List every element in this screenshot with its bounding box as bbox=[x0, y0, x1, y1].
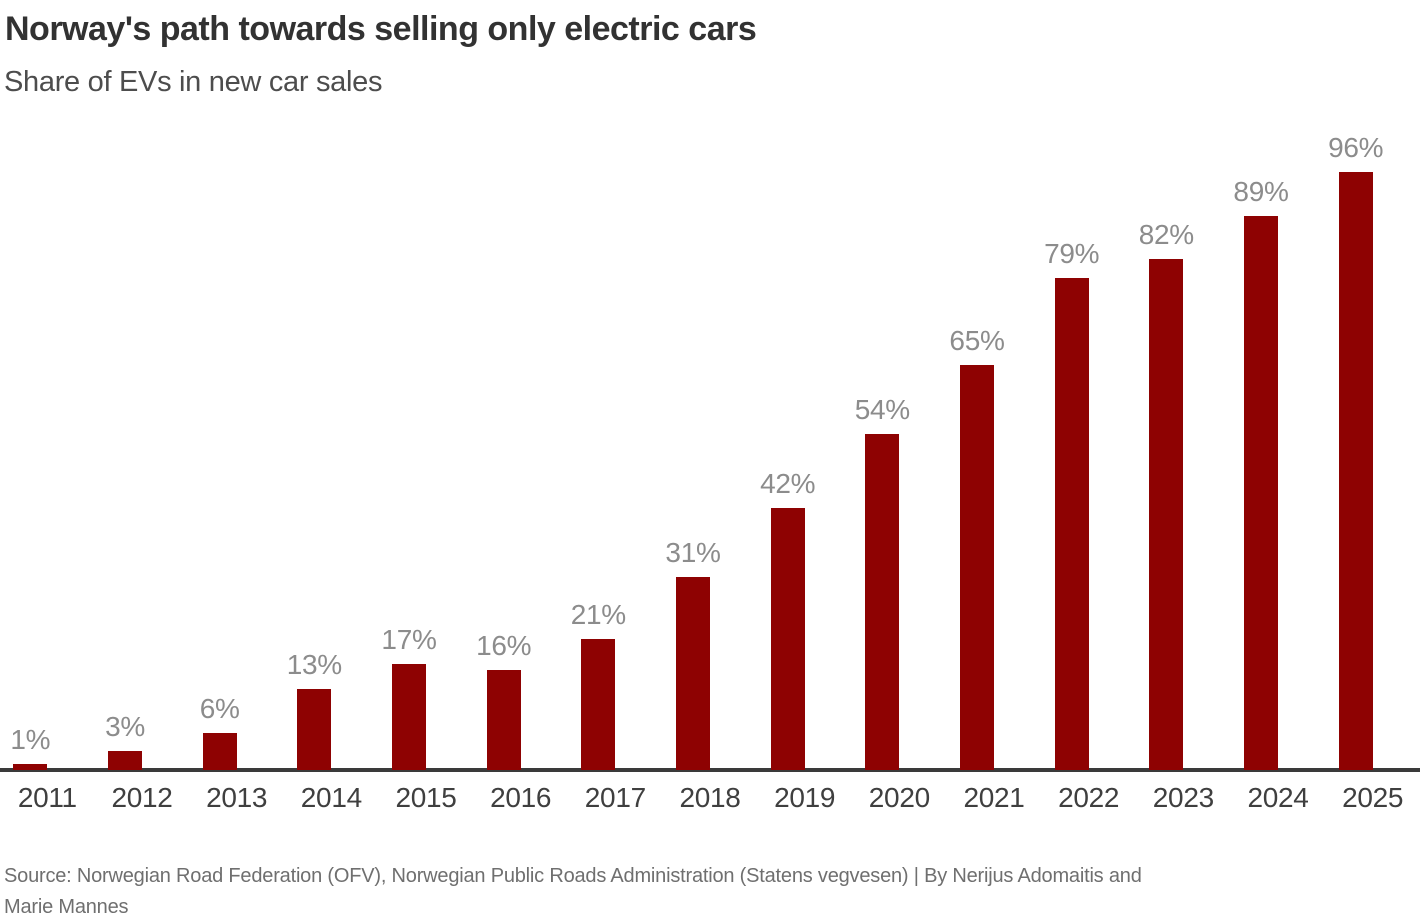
x-axis-line bbox=[0, 768, 1420, 772]
bar-value-label-2016: 16% bbox=[476, 630, 532, 661]
bar-value-label-2020: 54% bbox=[854, 394, 910, 425]
bar-2017 bbox=[581, 639, 616, 770]
bar-2023 bbox=[1149, 259, 1184, 770]
bar-value-label-2011: 1% bbox=[10, 724, 51, 755]
bar-value-label-2015: 17% bbox=[381, 624, 437, 655]
x-axis-label-2020: 2020 bbox=[868, 782, 930, 813]
x-axis-label-2018: 2018 bbox=[679, 782, 741, 813]
bar-2019 bbox=[770, 508, 805, 770]
chart-title: Norway's path towards selling only elect… bbox=[5, 10, 757, 48]
x-axis-label-2023: 2023 bbox=[1152, 782, 1214, 813]
bar-value-label-2013: 6% bbox=[199, 693, 240, 724]
bar-value-label-2023: 82% bbox=[1138, 219, 1194, 250]
bar-2011 bbox=[13, 764, 48, 770]
bar-value-label-2012: 3% bbox=[105, 711, 145, 742]
x-axis-label-2017: 2017 bbox=[584, 782, 646, 813]
bar-value-label-2025: 96% bbox=[1328, 132, 1384, 163]
bar-value-label-2021: 65% bbox=[949, 325, 1005, 356]
bar-value-label-2019: 42% bbox=[760, 468, 816, 499]
x-axis-label-2022: 2022 bbox=[1058, 782, 1120, 813]
bar-value-label-2014: 13% bbox=[286, 649, 342, 680]
x-axis-label-2024: 2024 bbox=[1247, 782, 1309, 813]
bar-2025 bbox=[1338, 172, 1373, 770]
bar-2013 bbox=[202, 733, 237, 770]
source-note-line-1: Source: Norwegian Road Federation (OFV),… bbox=[4, 865, 1142, 887]
source-note: Source: Norwegian Road Federation (OFV),… bbox=[4, 861, 1416, 920]
bar-2024 bbox=[1244, 216, 1278, 770]
bar-2020 bbox=[865, 434, 900, 770]
x-axis-label-2011: 2011 bbox=[17, 782, 77, 813]
x-axis-label-2016: 2016 bbox=[490, 782, 552, 813]
bar-2015 bbox=[392, 664, 426, 770]
bar-2018 bbox=[676, 577, 710, 770]
x-axis-label-2013: 2013 bbox=[206, 782, 268, 813]
bar-value-label-2022: 79% bbox=[1044, 238, 1100, 269]
chart-subtitle: Share of EVs in new car sales bbox=[4, 66, 383, 98]
bar-2014 bbox=[297, 689, 332, 770]
x-axis-label-2012: 2012 bbox=[111, 782, 173, 813]
x-axis-label-2021: 2021 bbox=[963, 782, 1025, 813]
source-note-line-2: Marie Mannes bbox=[4, 896, 129, 918]
x-axis-label-2014: 2014 bbox=[300, 782, 362, 813]
bar-2021 bbox=[960, 365, 994, 770]
bar-value-label-2024: 89% bbox=[1233, 176, 1289, 207]
bar-2022 bbox=[1054, 278, 1089, 770]
bar-2016 bbox=[486, 670, 521, 770]
x-axis-label-2015: 2015 bbox=[395, 782, 457, 813]
x-axis-label-2025: 2025 bbox=[1342, 782, 1404, 813]
bar-value-label-2018: 31% bbox=[665, 537, 721, 568]
bar-value-label-2017: 21% bbox=[570, 599, 626, 630]
x-axis-label-2019: 2019 bbox=[774, 782, 836, 813]
bar-2012 bbox=[108, 751, 142, 770]
